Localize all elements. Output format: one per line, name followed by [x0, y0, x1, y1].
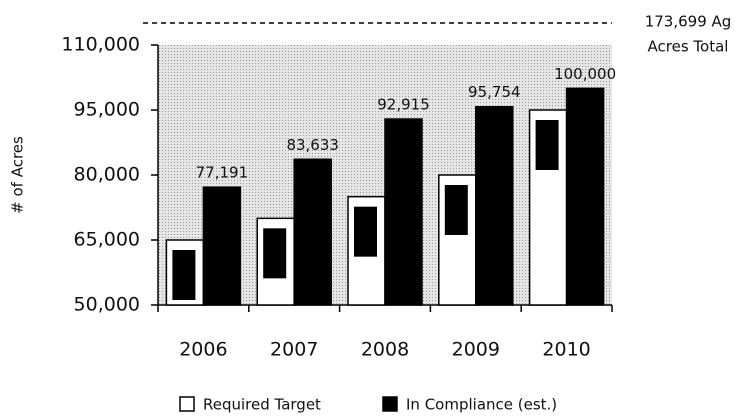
bar: [293, 158, 332, 306]
value-label: 83,633: [286, 136, 339, 154]
x-tick-label: 2006: [179, 339, 227, 361]
bar: [475, 105, 514, 306]
x-tick-label: 2008: [361, 339, 409, 361]
y-tick-label: 65,000: [74, 229, 140, 251]
y-tick-label: 80,000: [74, 164, 140, 186]
bar-pattern: [263, 228, 287, 279]
legend-label: Required Target: [203, 396, 321, 414]
legend-swatch: [179, 396, 195, 412]
value-label: 77,191: [196, 164, 249, 182]
y-axis-title: # of Acres: [9, 136, 27, 214]
annotation: 173,699 Ag: [645, 13, 732, 31]
x-tick-label: 2007: [270, 339, 318, 361]
value-label: 100,000: [554, 65, 616, 83]
y-tick-label: 110,000: [61, 34, 140, 56]
bar: [384, 118, 423, 306]
x-tick-label: 2010: [542, 339, 590, 361]
bar-pattern: [354, 206, 377, 257]
legend-label: In Compliance (est.): [406, 396, 557, 414]
y-tick-label: 50,000: [74, 294, 140, 316]
bar-pattern: [444, 185, 468, 235]
legend-swatch: [382, 396, 398, 412]
bar-pattern: [172, 250, 196, 300]
y-tick-label: 95,000: [74, 99, 140, 121]
annotation: Acres Total: [648, 38, 729, 56]
bar-pattern: [535, 120, 559, 170]
x-tick-label: 2009: [452, 339, 500, 361]
bar: [565, 87, 605, 306]
bar: [202, 186, 242, 306]
value-label: 95,754: [468, 83, 521, 101]
value-label: 92,915: [377, 96, 430, 114]
